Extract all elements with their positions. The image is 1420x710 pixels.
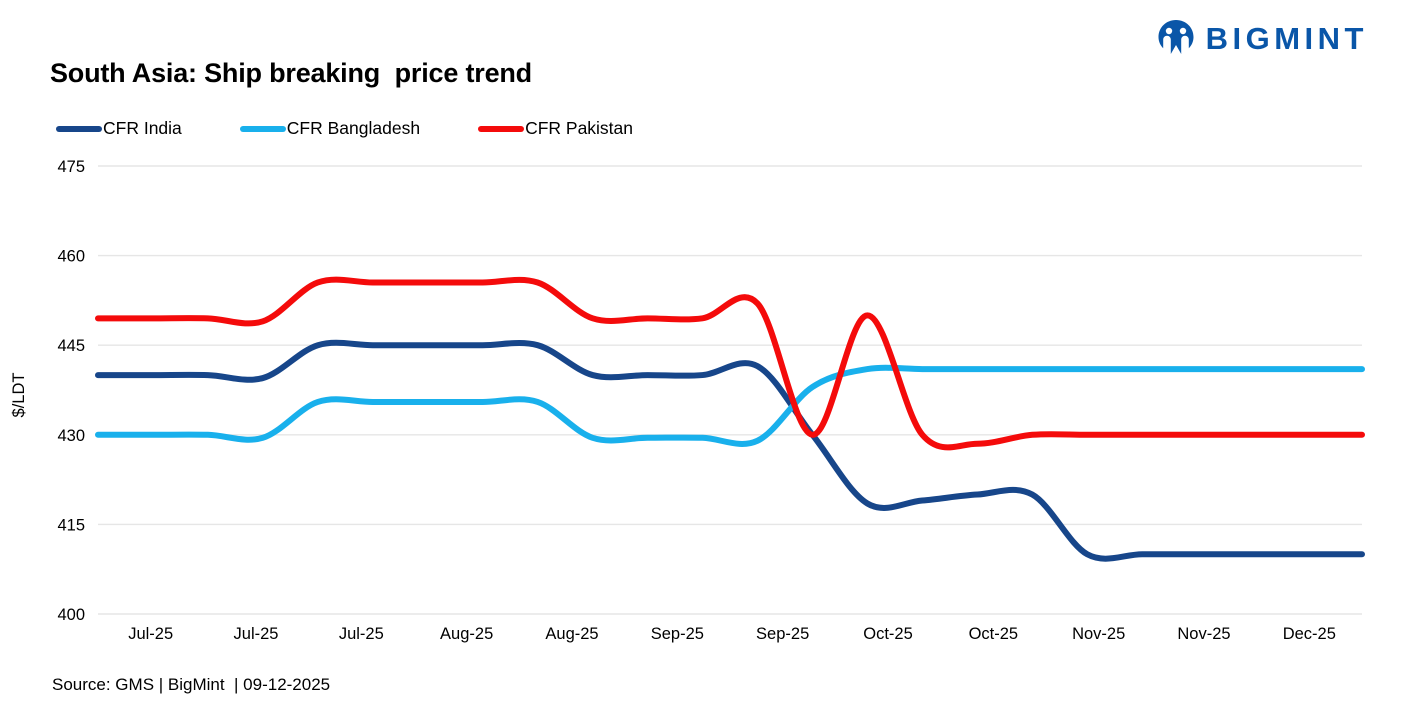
x-axis-tick-label: Sep-25 bbox=[651, 625, 704, 643]
brand-wordmark: BIGMINT bbox=[1205, 20, 1368, 56]
x-axis-tick-label: Jul-25 bbox=[128, 625, 173, 643]
y-axis-tick-label: 460 bbox=[57, 248, 85, 266]
chart-title: South Asia: Ship breaking price trend bbox=[50, 58, 532, 88]
y-axis-tick-label: 445 bbox=[57, 337, 85, 355]
x-axis-tick-label: Aug-25 bbox=[545, 625, 598, 643]
y-axis-tick-label: 475 bbox=[57, 158, 85, 176]
legend-item-cfr-india[interactable]: CFR India bbox=[56, 118, 182, 138]
chart-legend: CFR India CFR Bangladesh CFR Pakistan bbox=[56, 118, 691, 138]
x-axis-tick-labels: Jul-25 Jul-25 Jul-25 Aug-25 Aug-25 Sep-25 Sep-… bbox=[128, 625, 1336, 643]
series-line-cfr-bangladesh bbox=[95, 364, 1365, 447]
x-axis-tick-label: Aug-25 bbox=[440, 625, 493, 643]
y-axis-title: $/LDT bbox=[10, 373, 28, 418]
gridlines bbox=[98, 165, 1362, 615]
legend-label-cfr-pakistan: CFR Pakistan bbox=[525, 118, 634, 138]
legend-swatch-cfr-india bbox=[56, 125, 102, 132]
source-note: Source: GMS | BigMint | 09-12-2025 bbox=[52, 675, 331, 694]
x-axis-tick-label: Oct-25 bbox=[969, 625, 1019, 643]
x-axis-tick-label: Nov-25 bbox=[1072, 625, 1125, 643]
x-axis-tick-label: Jul-25 bbox=[339, 625, 384, 643]
series-line-cfr-india bbox=[95, 339, 1365, 562]
x-axis-tick-label: Dec-25 bbox=[1283, 625, 1336, 643]
legend-item-cfr-bangladesh[interactable]: CFR Bangladesh bbox=[239, 118, 421, 138]
brand-logo: BIGMINT bbox=[1156, 18, 1368, 58]
y-axis-tick-label: 415 bbox=[57, 516, 85, 534]
legend-label-cfr-india: CFR India bbox=[103, 118, 182, 138]
series-line-cfr-pakistan bbox=[95, 276, 1365, 451]
legend-item-cfr-pakistan[interactable]: CFR Pakistan bbox=[478, 118, 634, 138]
legend-swatch-cfr-pakistan bbox=[478, 125, 525, 132]
data-series-group bbox=[95, 276, 1365, 562]
legend-label-cfr-bangladesh: CFR Bangladesh bbox=[286, 118, 421, 138]
x-axis-tick-label: Oct-25 bbox=[863, 625, 913, 643]
y-axis-tick-labels: 400 415 430 445 460 475 bbox=[57, 158, 85, 624]
bigmint-logo-icon bbox=[1158, 20, 1194, 54]
x-axis-tick-label: Sep-25 bbox=[756, 625, 809, 643]
x-axis-tick-label: Jul-25 bbox=[234, 625, 279, 643]
y-axis-tick-label: 430 bbox=[57, 427, 85, 445]
y-axis-tick-label: 400 bbox=[57, 606, 85, 624]
legend-swatch-cfr-bangladesh bbox=[239, 125, 286, 132]
x-axis-tick-label: Nov-25 bbox=[1177, 625, 1230, 643]
